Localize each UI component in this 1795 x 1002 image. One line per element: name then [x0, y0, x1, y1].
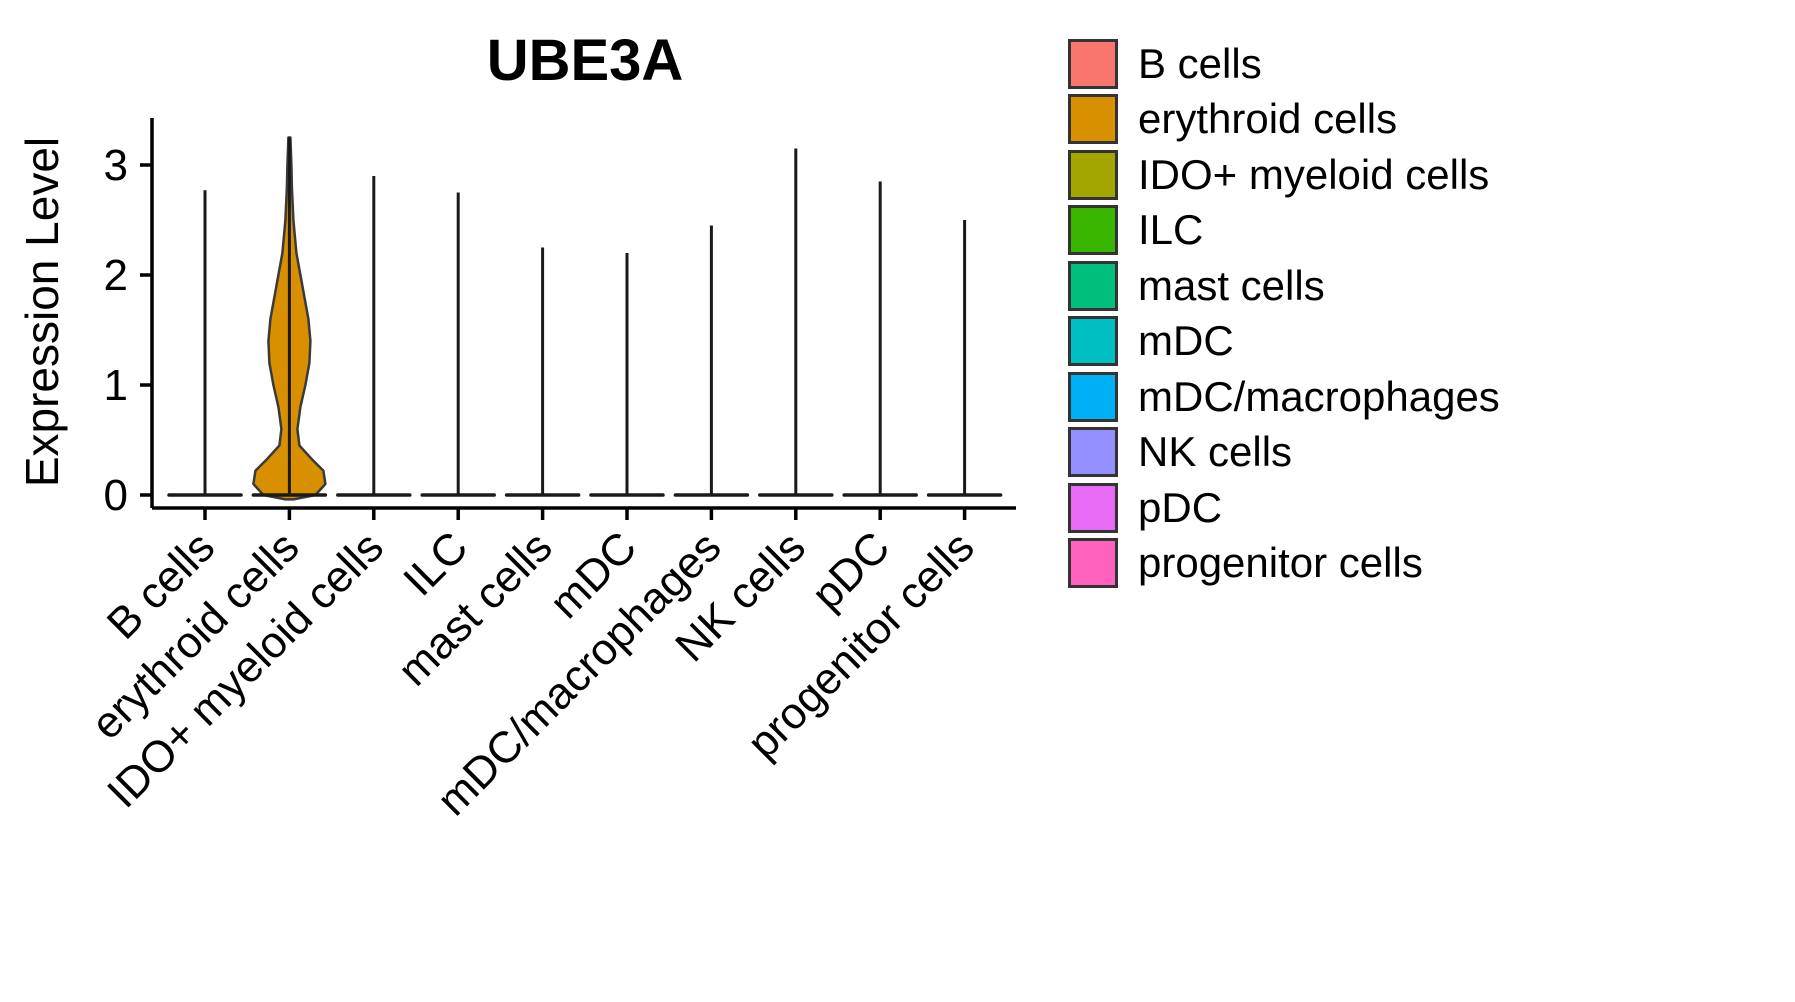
legend-label: mDC: [1138, 317, 1234, 365]
legend-swatch: [1068, 371, 1118, 422]
legend-item: mDC: [1068, 314, 1500, 370]
y-tick-labels-group: 0 1 2 3: [104, 141, 152, 520]
legend-item: mDC/macrophages: [1068, 369, 1500, 425]
violin: [420, 192, 496, 497]
legend-label: B cells: [1138, 39, 1262, 87]
legend-swatch: [1068, 482, 1118, 533]
legend-item: ILC: [1068, 203, 1500, 259]
legend-label: IDO+ myeloid cells: [1138, 150, 1490, 198]
violin: [589, 253, 665, 497]
plot-area: UBE3A Expression Level B cellserythroid …: [16, 28, 1016, 825]
legend-label: mast cells: [1138, 261, 1325, 309]
legend-item: IDO+ myeloid cells: [1068, 147, 1500, 203]
x-tick-label: mast cells: [389, 522, 562, 695]
legend-label: pDC: [1138, 483, 1223, 531]
axes-group: [150, 118, 1016, 510]
violin: [336, 176, 412, 497]
legend-swatch: [1068, 427, 1118, 478]
violin: [842, 181, 918, 497]
chart-title: UBE3A: [487, 28, 684, 93]
violins-group: [167, 136, 1003, 501]
violin: [504, 247, 581, 497]
legend-label: progenitor cells: [1138, 539, 1423, 587]
legend-swatch: [1068, 149, 1118, 200]
legend-item: B cells: [1068, 36, 1500, 92]
legend-label: mDC/macrophages: [1138, 372, 1500, 420]
legend-swatch: [1068, 538, 1118, 589]
legend-item: mast cells: [1068, 258, 1500, 314]
legend-label: erythroid cells: [1138, 95, 1398, 143]
legend-swatch: [1068, 260, 1118, 311]
legend-label: ILC: [1138, 206, 1204, 254]
legend-swatch: [1068, 94, 1118, 145]
legend-item: progenitor cells: [1068, 536, 1500, 592]
legend-swatch: [1068, 205, 1118, 256]
violin: [251, 136, 328, 501]
legend: B cells erythroid cells IDO+ myeloid cells…: [1068, 36, 1500, 591]
y-tick-label: 1: [104, 361, 128, 410]
violin: [758, 148, 834, 497]
legend-label: NK cells: [1138, 428, 1293, 476]
y-tick-label: 0: [104, 471, 128, 520]
y-tick-label: 3: [104, 141, 128, 190]
legend-item: pDC: [1068, 480, 1500, 536]
y-axis-label: Expression Level: [16, 137, 68, 487]
violin: [926, 220, 1003, 497]
legend-swatch: [1068, 38, 1118, 89]
violin: [673, 225, 750, 497]
legend-swatch: [1068, 316, 1118, 367]
legend-item: erythroid cells: [1068, 92, 1500, 148]
y-tick-label: 2: [104, 251, 128, 300]
violin: [167, 190, 243, 497]
legend-item: NK cells: [1068, 425, 1500, 481]
